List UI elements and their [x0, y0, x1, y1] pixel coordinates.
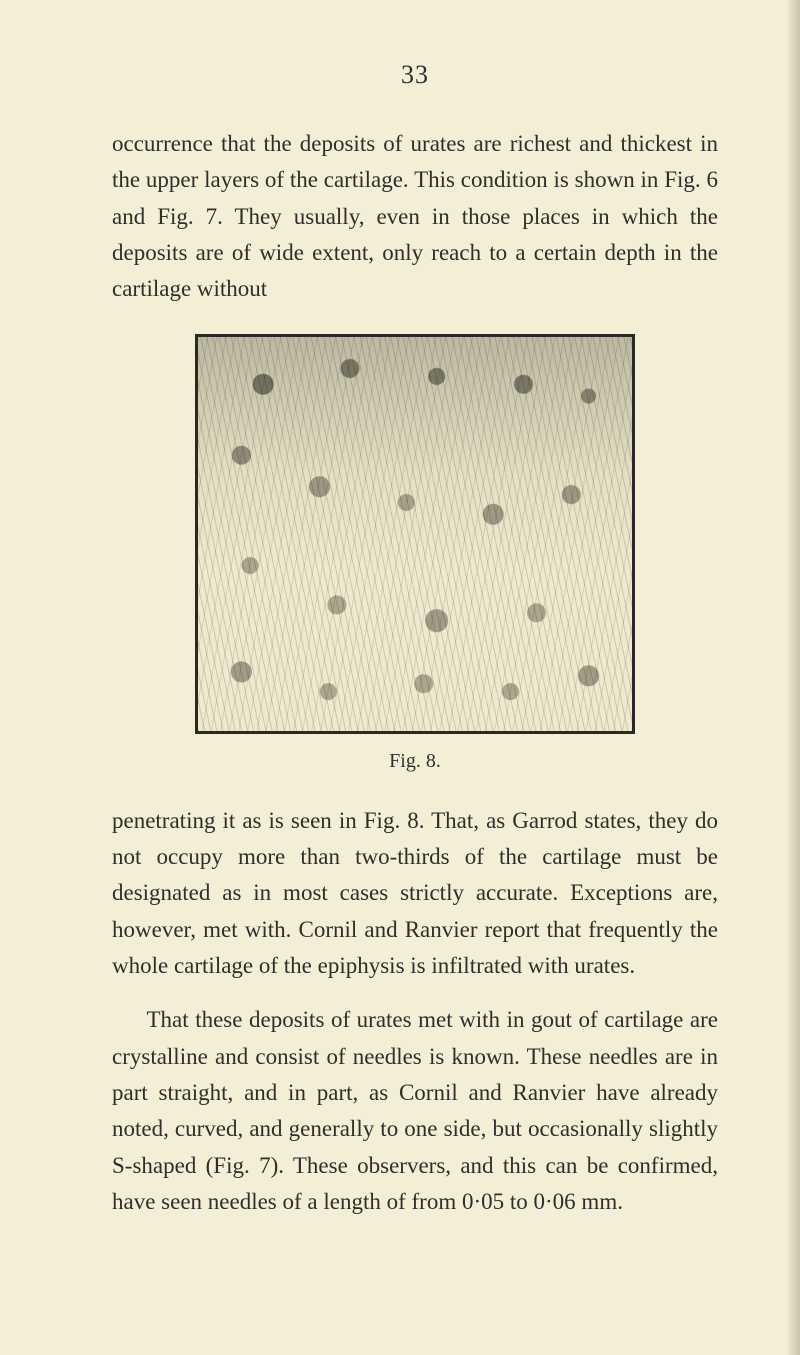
figure-8-image [195, 334, 635, 734]
figure-texture-hatch [198, 337, 632, 731]
scanned-page: 33 occurrence that the deposits of urate… [0, 0, 800, 1355]
paragraph-3: That these deposits of urates met with i… [112, 1002, 718, 1220]
figure-8-caption: Fig. 8. [195, 750, 635, 773]
figure-8: Fig. 8. [195, 334, 635, 773]
paragraph-2: penetrating it as is seen in Fig. 8. Tha… [112, 803, 718, 985]
page-number: 33 [112, 60, 718, 90]
page-right-edge-shadow [786, 0, 800, 1355]
paragraph-1: occurrence that the deposits of urates a… [112, 126, 718, 308]
